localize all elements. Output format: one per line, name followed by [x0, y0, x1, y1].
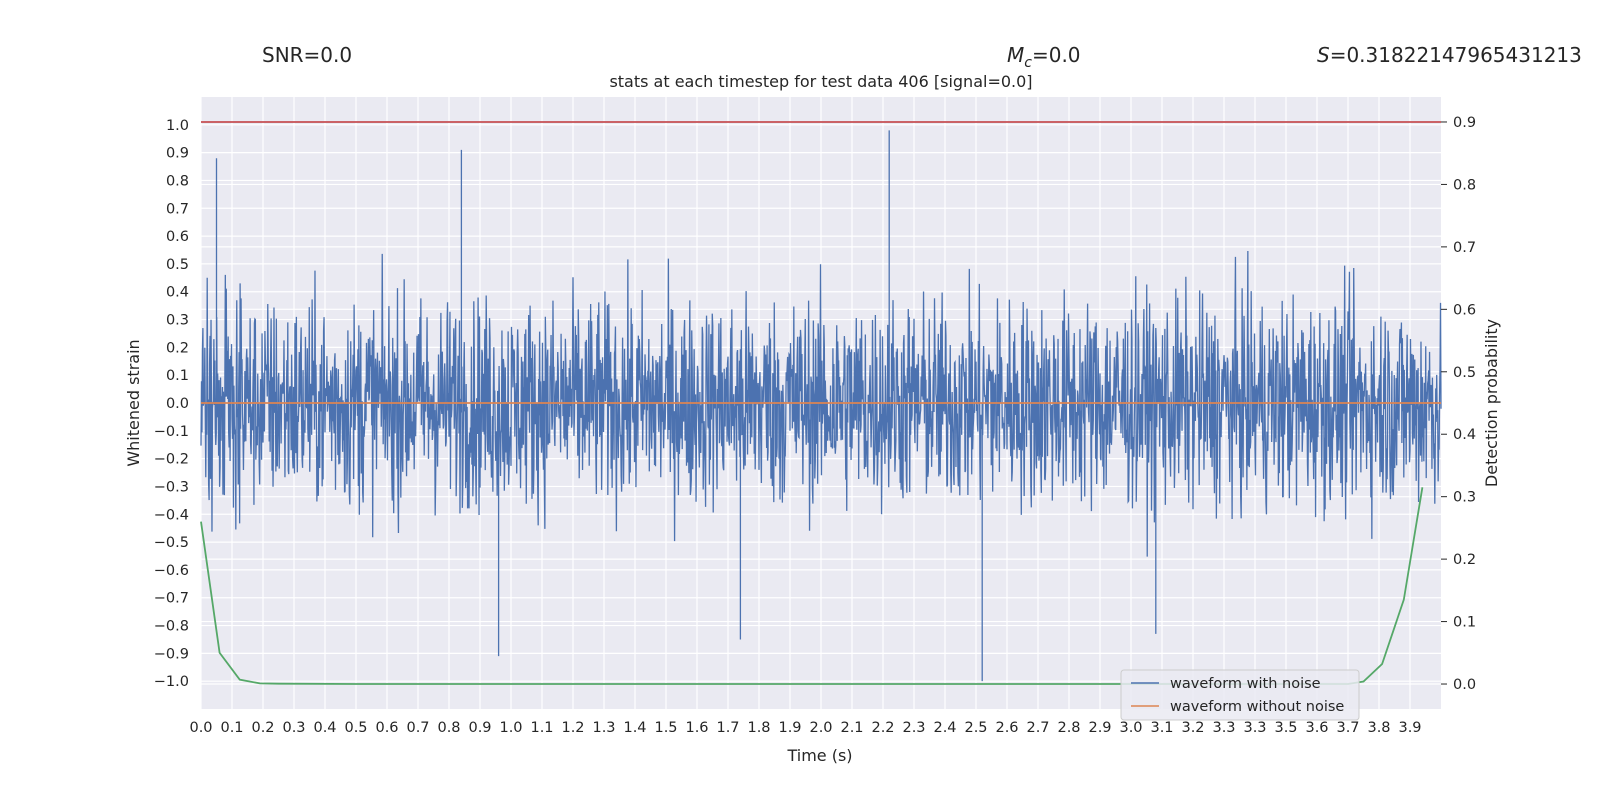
y-left-tick-label: −0.3	[154, 479, 189, 495]
y-left-tick-label: 0.9	[166, 146, 189, 162]
y-left-tick-label: 0.4	[166, 285, 189, 301]
x-tick-label: 2.5	[964, 720, 987, 736]
y-left-tick-label: 0.0	[166, 396, 189, 412]
x-tick-label: 2.3	[902, 720, 925, 736]
y-left-tick-label: −0.5	[154, 535, 189, 551]
y-left-tick-label: −0.4	[154, 507, 189, 523]
y-right-tick-label: 0.6	[1453, 302, 1476, 318]
y-left-tick-label: −1.0	[154, 674, 189, 690]
x-tick-label: 1.4	[623, 720, 646, 736]
x-tick-label: 3.3	[1243, 720, 1266, 736]
y-left-tick-label: −0.2	[154, 452, 189, 468]
x-tick-label: 0.6	[375, 720, 398, 736]
y-left-tick-label: −0.9	[154, 646, 189, 662]
y-left-axis-label: Whitened strain	[124, 339, 143, 466]
y-right-tick-label: 0.8	[1453, 177, 1476, 193]
x-tick-label: 1.6	[685, 720, 708, 736]
y-left-tick-label: 0.5	[166, 257, 189, 273]
y-right-tick-label: 0.9	[1453, 115, 1476, 131]
x-tick-label: 2.7	[1026, 720, 1049, 736]
x-tick-label: 3.1	[1150, 720, 1173, 736]
x-tick-label: 0.1	[220, 720, 243, 736]
x-tick-label: 0.9	[468, 720, 491, 736]
x-tick-label: 0.3	[282, 720, 305, 736]
x-tick-label: 2.9	[1088, 720, 1111, 736]
y-left-tick-label: 1.0	[166, 118, 189, 134]
chart-title: stats at each timestep for test data 406…	[609, 72, 1032, 91]
mc-value: =0.0	[1032, 43, 1081, 67]
x-tick-label: 3.3	[1212, 720, 1235, 736]
x-tick-label: 1.5	[654, 720, 677, 736]
legend: waveform with noise waveform without noi…	[1120, 669, 1360, 721]
waveform-with-noise-line	[200, 130, 1442, 682]
x-tick-label: 1.1	[530, 720, 553, 736]
x-tick-label: 2.8	[1057, 720, 1080, 736]
y-right-tick-labels: 0.9 0.8 0.7 0.6 0.5 0.4 0.3 0.2 0.1 0.0	[1441, 115, 1476, 693]
mc-subscript: c	[1024, 55, 1032, 71]
y-right-tick-label: 0.0	[1453, 677, 1476, 693]
legend-label-waveform-without-noise: waveform without noise	[1170, 699, 1344, 715]
detection-probability-line	[200, 487, 1424, 685]
x-axis-label: Time (s)	[786, 746, 852, 765]
y-left-tick-label: 0.1	[166, 368, 189, 384]
x-tick-label: 0.5	[344, 720, 367, 736]
y-left-tick-label: −0.7	[154, 591, 189, 607]
s-symbol: S	[1317, 43, 1330, 67]
snr-annotation: SNR=0.0	[262, 43, 352, 67]
y-left-tick-label: −0.1	[154, 424, 189, 440]
x-tick-label: 3.2	[1181, 720, 1204, 736]
x-tick-label: 3.8	[1367, 720, 1390, 736]
mc-symbol: M	[1007, 43, 1024, 67]
x-tick-label: 3.6	[1305, 720, 1328, 736]
y-right-tick-label: 0.1	[1453, 615, 1476, 631]
series-lines	[200, 121, 1441, 685]
x-tick-label: 1.9	[778, 720, 801, 736]
x-tick-label: 0.7	[406, 720, 429, 736]
y-left-tick-labels: 1.0 0.9 0.8 0.7 0.6 0.5 0.4 0.3 0.2 0.1 0.0 −0.1 −0.…	[154, 118, 189, 690]
x-tick-label: 2.4	[933, 720, 956, 736]
y-left-tick-label: 0.2	[166, 340, 189, 356]
x-tick-label: 1.8	[747, 720, 770, 736]
y-left-tick-label: 0.3	[166, 313, 189, 329]
y-right-tick-label: 0.7	[1453, 240, 1476, 256]
y-left-tick-label: 0.7	[166, 201, 189, 217]
y-right-tick-label: 0.2	[1453, 552, 1476, 568]
y-left-tick-label: −0.6	[154, 563, 189, 579]
y-right-tick-label: 0.5	[1453, 365, 1476, 381]
x-tick-label: 0.2	[251, 720, 274, 736]
mc-annotation: Mc=0.0	[1007, 43, 1081, 71]
x-tick-label: 3.7	[1336, 720, 1359, 736]
x-tick-label: 3.9	[1398, 720, 1421, 736]
x-tick-label: 0.8	[437, 720, 460, 736]
x-tick-label: 2.1	[840, 720, 863, 736]
y-right-tick-label: 0.3	[1453, 490, 1476, 506]
x-tick-labels: 0.0 0.1 0.2 0.3 0.4 0.5 0.6 0.7 0.8 0.9 1.0 1.1 1.2 1…	[189, 720, 1421, 736]
x-tick-label: 1.7	[716, 720, 739, 736]
y-left-tick-label: 0.8	[166, 173, 189, 189]
series-waveform-with-noise	[200, 130, 1442, 682]
x-tick-label: 1.0	[499, 720, 522, 736]
y-right-axis-label: Detection probability	[1482, 319, 1501, 487]
x-tick-label: 3.5	[1274, 720, 1297, 736]
x-tick-label: 1.2	[561, 720, 584, 736]
x-tick-label: 0.4	[313, 720, 336, 736]
x-tick-label: 2.6	[995, 720, 1018, 736]
y-left-tick-label: −0.8	[154, 619, 189, 635]
y-right-tick-label: 0.4	[1453, 427, 1476, 443]
s-annotation: S=0.31822147965431213	[1317, 43, 1582, 67]
s-value: =0.31822147965431213	[1330, 43, 1582, 67]
x-tick-label: 2.0	[809, 720, 832, 736]
y-left-tick-label: 0.6	[166, 229, 189, 245]
x-tick-label: 2.2	[871, 720, 894, 736]
x-tick-label: 3.0	[1119, 720, 1142, 736]
legend-box	[1120, 669, 1360, 721]
x-tick-label: 0.0	[189, 720, 212, 736]
x-tick-label: 1.3	[592, 720, 615, 736]
legend-label-waveform-with-noise: waveform with noise	[1170, 676, 1321, 692]
